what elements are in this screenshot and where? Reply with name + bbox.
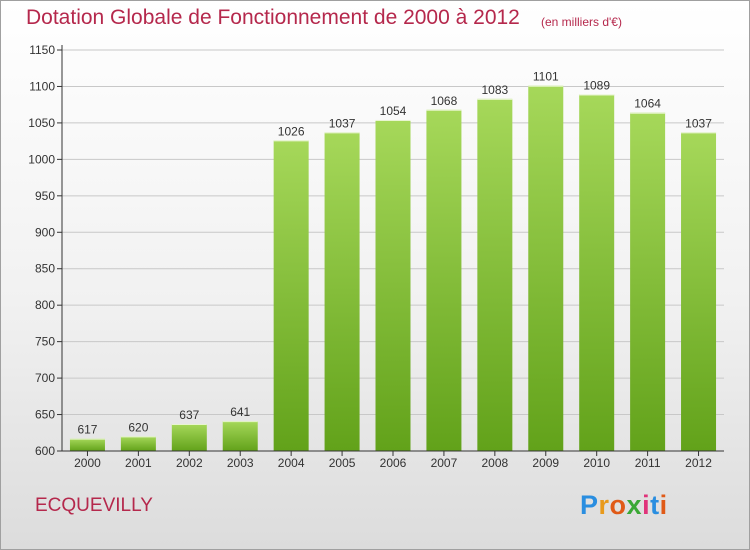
y-tick-label: 900 [35,225,55,239]
y-tick-label: 800 [35,298,55,312]
commune-name: ECQUEVILLY [35,495,153,516]
logo-letter: P [580,490,599,520]
y-tick-labels: 600 650 700 750 800 850 900 950 1000 1050 1100 1150 [28,43,55,458]
y-tick-label: 700 [35,371,55,385]
x-tick-label: 2010 [583,456,610,470]
y-tick-label: 850 [35,262,55,276]
bar [477,98,513,451]
chart-subtitle: (en milliers d'€) [541,15,622,29]
y-tick-label: 1150 [29,43,55,57]
bar-value-label: 1083 [481,83,508,97]
x-tick-label: 2006 [380,456,407,470]
bar-value-label: 1054 [380,104,407,118]
bar [69,438,105,451]
x-tick-label: 2012 [685,456,712,470]
bar [273,140,309,451]
bar [426,109,462,451]
y-tick-label: 750 [35,335,55,349]
x-tick-labels: 2000 2001 2002 2003 2004 2005 2006 2007 2008 2009… [74,456,712,470]
bar [528,85,564,451]
bar-value-label: 1089 [583,78,610,92]
x-tick-label: 2003 [227,456,254,470]
x-tick-label: 2005 [329,456,356,470]
bar-value-label: 641 [230,405,250,419]
bar [375,119,411,451]
y-tick-label: 650 [35,408,55,422]
y-tick-label: 950 [35,189,55,203]
x-tick-label: 2008 [481,456,508,470]
x-tick-label: 2002 [176,456,203,470]
bar-value-label: 1026 [278,124,305,138]
y-tick-label: 1000 [28,152,55,166]
x-tick-label: 2011 [635,456,661,470]
logo-letter: i [659,490,668,520]
bar [222,421,258,451]
x-tick-label: 2009 [532,456,559,470]
y-tick-label: 1100 [29,79,55,93]
bar-value-label: 620 [128,420,148,434]
logo-letter: r [598,490,610,520]
y-tick-label: 600 [35,444,55,458]
x-tick-label: 2007 [431,456,458,470]
logo-letter: i [642,490,651,520]
y-tick-label: 1050 [28,116,55,130]
bar [579,94,615,451]
x-tick-label: 2004 [278,456,305,470]
bar-value-label: 1064 [634,97,661,111]
logo-letter: x [626,490,643,520]
bar [171,424,207,451]
bar-value-label: 1068 [431,94,458,108]
x-tick-label: 2001 [125,456,152,470]
data-labels: 617 620 637 641 1026 1037 1054 1068 1083 1101 1089… [77,70,712,437]
logo-letter: o [609,490,627,520]
bar-value-label: 1101 [533,70,559,84]
bar-value-label: 617 [77,423,97,437]
bar-value-label: 637 [179,408,199,422]
bar [324,132,360,451]
bar [630,112,666,452]
bar-value-label: 1037 [685,116,712,130]
axes [57,45,724,456]
x-tick-label: 2000 [74,456,101,470]
proxiti-logo[interactable]: Proxiti [580,490,668,521]
bar [120,436,156,451]
chart-title: Dotation Globale de Fonctionnement de 20… [26,6,520,29]
logo-letter: t [650,490,660,520]
bar-value-label: 1037 [329,116,356,130]
bars [69,85,717,452]
bar [681,132,717,451]
